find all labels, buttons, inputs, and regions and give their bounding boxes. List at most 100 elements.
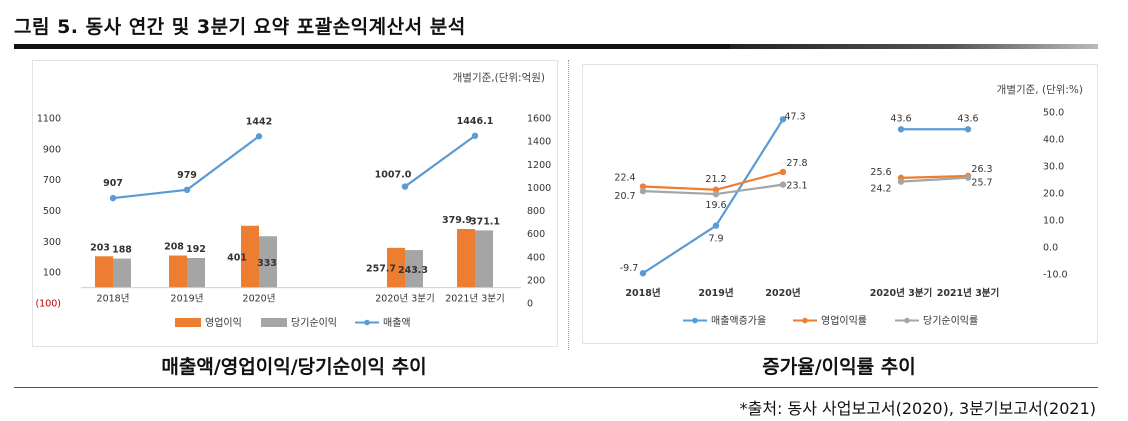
point-revenue — [109, 194, 117, 202]
bar-net-income — [259, 236, 277, 288]
right-axis-tick: 1600 — [527, 114, 551, 125]
point-growth — [712, 222, 720, 229]
right-axis-tick: 600 — [527, 229, 545, 240]
x-axis-label-2: 2019년 — [171, 294, 204, 305]
legend-label-growth: 매출액증가율 — [711, 315, 766, 327]
point-op-margin — [639, 183, 647, 190]
bar-operating-profit — [95, 256, 113, 288]
unit-note: 개별기준, (단위:%) — [997, 83, 1083, 96]
data-label-net-income: 371.1 — [470, 216, 500, 227]
x-axis-label-3: 2020년 — [243, 294, 276, 305]
source-note: *출처: 동사 사업보고서(2020), 3분기보고서(2021) — [739, 399, 1096, 418]
point-revenue — [255, 133, 263, 140]
x-axis-label-5: 2021년 3분기 — [937, 287, 1000, 299]
figure-title: 그림 5. 동사 연간 및 3분기 요약 포괄손익계산서 분석 — [14, 16, 466, 38]
right-chart-caption: 증가율/이익률 추이 — [762, 356, 916, 378]
right-axis-tick: 1000 — [527, 183, 551, 194]
bar-operating-profit — [169, 255, 187, 288]
left-axis-tick: 1100 — [37, 114, 61, 125]
right-axis-tick: 200 — [527, 275, 545, 286]
right-axis-tick: 800 — [527, 206, 545, 217]
data-label-growth: 47.3 — [784, 111, 805, 122]
data-label-revenue: 907 — [103, 178, 123, 189]
data-label-revenue: 1442 — [246, 116, 272, 127]
point-net-margin — [712, 190, 720, 198]
data-label-op-margin: 26.3 — [971, 164, 992, 175]
panel-divider — [568, 60, 569, 350]
left-axis-tick: 300 — [43, 237, 61, 248]
data-label-op-margin: 22.4 — [614, 173, 635, 184]
legend-label-net-income: 당기순이익 — [291, 317, 337, 329]
data-label-growth: 7.9 — [708, 234, 723, 245]
point-revenue — [471, 132, 479, 139]
point-net-margin — [964, 174, 972, 181]
data-label-net-income: 243.3 — [398, 265, 428, 276]
point-net-margin — [779, 181, 787, 188]
data-label-net-margin: 20.7 — [614, 191, 635, 202]
data-label-revenue: 1007.0 — [375, 170, 412, 181]
data-label-operating-profit: 208 — [164, 242, 184, 253]
data-label-growth: 43.6 — [957, 113, 978, 124]
point-growth — [779, 116, 787, 123]
bar-operating-profit — [241, 225, 259, 288]
x-axis-label-2: 2019년 — [698, 287, 733, 299]
x-axis-label-4: 2020년 3분기 — [870, 287, 933, 299]
right-axis-tick: 40.0 — [1043, 135, 1064, 146]
revenue-profit-chart: 개별기준,(단위:억원) 1100 900 700 500 300 100 (100) 1600… — [35, 71, 551, 329]
data-label-net-margin: 24.2 — [870, 184, 891, 195]
right-axis-tick: 10.0 — [1043, 216, 1064, 227]
data-label-op-margin: 25.6 — [870, 167, 891, 178]
left-axis-tick: 100 — [43, 268, 61, 279]
point-growth — [639, 269, 647, 277]
left-chart-panel: 개별기준,(단위:억원) 1100 900 700 500 300 100 (100) 1600… — [32, 60, 558, 347]
left-chart-caption: 매출액/영업이익/당기순이익 추이 — [161, 356, 427, 378]
right-axis-tick: 50.0 — [1043, 108, 1064, 119]
right-axis-tick: 30.0 — [1043, 162, 1064, 173]
right-axis-tick: 0.0 — [1043, 243, 1058, 254]
point-net-margin — [639, 187, 647, 195]
data-label-growth: 43.6 — [890, 113, 911, 124]
bar-net-income — [405, 250, 423, 288]
x-axis-label-5: 2021년 3분기 — [445, 294, 504, 305]
bar-net-income — [113, 258, 131, 288]
right-axis-tick: 20.0 — [1043, 189, 1064, 200]
bar-operating-profit — [457, 229, 475, 288]
data-label-net-income: 192 — [186, 244, 206, 255]
point-growth — [897, 126, 905, 133]
legend-label-operating-profit: 영업이익 — [205, 316, 242, 329]
legend-label-op-margin: 영업이익률 — [821, 314, 867, 327]
growth-margin-chart: 개별기준, (단위:%) 50.0 40.0 30.0 20.0 10.0 0.0 -10.0… — [614, 83, 1083, 327]
right-axis-tick: 400 — [527, 252, 545, 263]
right-axis-tick: -10.0 — [1043, 270, 1068, 281]
data-label-growth: -9.7 — [620, 263, 639, 274]
data-label-op-margin: 27.8 — [786, 158, 807, 169]
right-axis-tick: 0 — [527, 299, 533, 310]
data-label-operating-profit: 257.7 — [366, 264, 396, 275]
bar-net-income — [475, 230, 493, 288]
title-rule — [14, 44, 730, 49]
bottom-rule — [14, 387, 1098, 388]
point-growth — [964, 126, 972, 133]
data-label-net-income: 333 — [257, 258, 277, 269]
legend-swatch-net-income — [261, 318, 287, 327]
data-label-op-margin: 21.2 — [705, 174, 726, 185]
bar-operating-profit — [387, 247, 405, 288]
data-label-operating-profit: 401 — [227, 253, 247, 264]
left-axis-tick: 700 — [43, 175, 61, 186]
legend-marker-net-margin — [904, 317, 910, 324]
data-label-operating-profit: 203 — [90, 242, 110, 253]
right-chart-panel: 개별기준, (단위:%) 50.0 40.0 30.0 20.0 10.0 0.0 -10.0… — [582, 64, 1098, 344]
line-revenue — [404, 134, 476, 188]
data-label-net-margin: 25.7 — [971, 178, 992, 189]
legend-marker-growth — [692, 317, 698, 324]
title-rule-gradient — [730, 44, 1098, 49]
right-axis-tick: 1400 — [527, 137, 551, 148]
left-axis-tick: 900 — [43, 144, 61, 155]
data-label-operating-profit: 379.9 — [442, 215, 472, 226]
left-axis-tick: (100) — [35, 299, 61, 310]
line-net-margin — [900, 176, 969, 183]
legend-marker-op-margin — [802, 317, 808, 324]
point-revenue — [401, 183, 409, 190]
data-label-net-margin: 23.1 — [786, 181, 807, 192]
legend-swatch-operating-profit — [175, 318, 201, 327]
